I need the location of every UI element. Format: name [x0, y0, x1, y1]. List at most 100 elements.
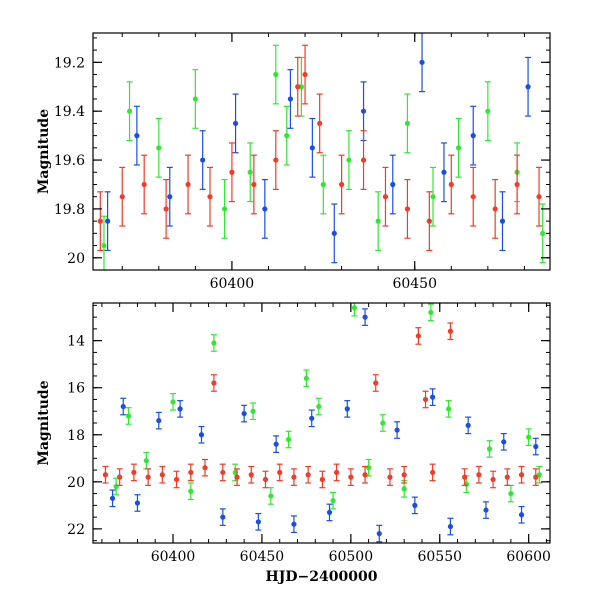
data-point — [192, 96, 198, 102]
series-blue — [104, 33, 532, 264]
data-point — [247, 169, 253, 175]
data-point — [518, 472, 525, 478]
x-axis-title: HJD−2400000 — [266, 569, 378, 585]
data-point — [331, 230, 337, 236]
data-point — [430, 394, 436, 400]
y-tick-label: 19.6 — [54, 153, 85, 169]
data-point — [167, 194, 173, 200]
data-point — [339, 181, 345, 188]
data-point — [448, 181, 454, 188]
data-point — [198, 432, 205, 438]
data-point — [134, 133, 140, 139]
data-point — [131, 469, 137, 476]
data-point — [298, 84, 304, 90]
data-point — [173, 476, 180, 483]
data-point — [163, 206, 169, 212]
data-point — [430, 469, 436, 476]
data-point — [490, 476, 496, 483]
data-point — [476, 472, 482, 478]
series-green — [100, 44, 546, 270]
plot-area — [102, 303, 543, 543]
data-point — [109, 495, 116, 501]
data-point — [526, 434, 532, 440]
data-point — [284, 133, 290, 139]
data-point — [533, 474, 539, 480]
data-point — [366, 465, 372, 471]
x-tick-label: 60400 — [151, 549, 196, 565]
data-point — [373, 380, 379, 386]
data-point — [185, 181, 191, 188]
x-tick-label: 60450 — [240, 549, 285, 565]
y-axis-title: Magnitude — [36, 380, 52, 465]
data-point — [211, 380, 217, 386]
data-point — [499, 218, 506, 224]
data-point — [518, 512, 525, 518]
data-point — [404, 206, 411, 212]
series-blue — [109, 308, 539, 543]
data-point — [533, 443, 539, 450]
data-point — [346, 157, 352, 163]
y-axis-title: Magnitude — [36, 109, 52, 194]
series-red — [97, 44, 543, 252]
data-point — [273, 71, 279, 78]
data-point — [508, 490, 514, 497]
data-point — [156, 418, 162, 424]
top-panel: 60400 60450 19.2 19.4 19.6 19.8 20 Magnitude — [36, 32, 551, 292]
data-point — [483, 507, 489, 513]
data-point — [113, 483, 119, 490]
data-point — [262, 206, 268, 212]
data-point — [220, 469, 226, 476]
y-tick-label: 19.2 — [54, 55, 85, 71]
axes-frame — [92, 32, 551, 271]
y-tick-label: 18 — [67, 428, 85, 444]
data-point — [143, 458, 149, 464]
data-point — [326, 509, 333, 516]
data-point — [309, 145, 315, 151]
y-tick-label: 16 — [67, 381, 85, 397]
data-point — [262, 476, 269, 483]
data-point — [177, 406, 183, 412]
data-point — [348, 474, 354, 480]
data-point — [351, 305, 357, 311]
data-point — [119, 194, 125, 200]
y-tick-label: 19.4 — [54, 104, 85, 120]
data-point — [380, 420, 386, 426]
data-point — [291, 474, 297, 480]
data-point — [462, 474, 468, 480]
data-point — [334, 469, 340, 476]
x-tick-label: 60550 — [417, 549, 462, 565]
data-point — [305, 472, 311, 478]
data-point — [159, 472, 165, 478]
data-point — [419, 59, 425, 65]
data-point — [465, 422, 471, 428]
data-point — [486, 446, 493, 452]
y-tick-label: 22 — [67, 522, 85, 538]
series-red — [102, 322, 539, 489]
data-point — [286, 436, 292, 443]
data-point — [319, 476, 325, 483]
data-point — [200, 157, 206, 163]
data-point — [514, 181, 520, 188]
data-point — [375, 218, 381, 224]
y-tick-label: 20 — [67, 475, 85, 491]
data-point — [170, 399, 176, 405]
data-point — [309, 415, 315, 421]
data-point — [134, 500, 141, 506]
data-point — [117, 474, 123, 480]
data-point — [295, 84, 301, 90]
x-tick-label: 60600 — [506, 549, 551, 565]
data-point — [291, 521, 297, 527]
data-point — [360, 157, 367, 163]
x-tick-label: 60400 — [210, 276, 255, 292]
data-point — [188, 469, 194, 476]
data-point — [492, 206, 498, 212]
data-point — [250, 408, 256, 414]
data-point — [141, 181, 147, 188]
plot-area — [97, 33, 546, 270]
data-point — [120, 403, 126, 410]
data-point — [222, 206, 228, 212]
data-point — [303, 375, 309, 381]
data-point — [456, 145, 462, 151]
data-point — [207, 194, 213, 200]
data-point — [401, 486, 407, 492]
